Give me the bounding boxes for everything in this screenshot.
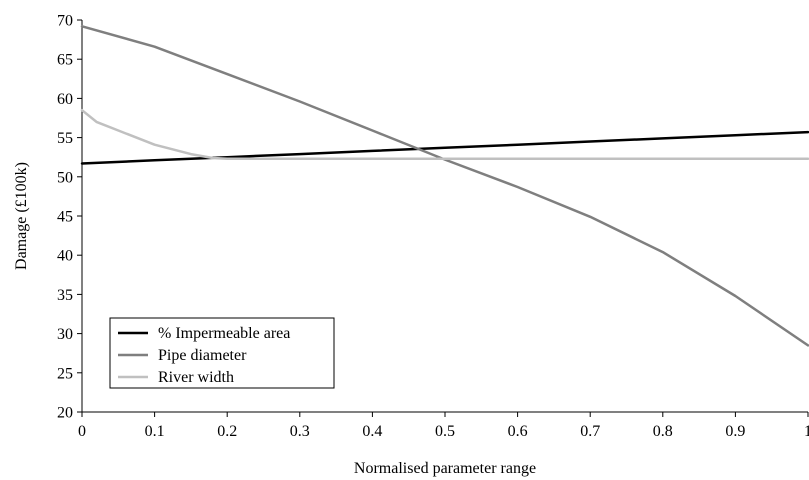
x-axis-title: Normalised parameter range (354, 460, 536, 477)
x-tick-label: 1 (804, 423, 809, 440)
x-tick-label: 0.1 (145, 423, 165, 440)
y-tick-label: 70 (57, 13, 73, 30)
series-line-3 (80, 108, 809, 161)
x-tick-label: 0.2 (217, 423, 237, 440)
y-tick-label: 40 (57, 248, 73, 265)
x-tick-label: 0.6 (508, 423, 528, 440)
y-tick-label: 50 (57, 169, 73, 186)
y-tick-label: 30 (57, 326, 73, 343)
y-tick-label: 20 (57, 405, 73, 422)
x-tick-label: 0 (78, 423, 86, 440)
x-tick-label: 0.4 (362, 423, 382, 440)
legend: % Impermeable area Pipe diameter River wid… (109, 317, 335, 389)
y-tick-label: 60 (57, 91, 73, 108)
x-tick-label: 0.3 (290, 423, 310, 440)
y-tick-label: 25 (57, 365, 73, 382)
series-layer (80, 25, 809, 347)
y-tick-label: 35 (57, 287, 73, 304)
x-tick-label: 0.7 (580, 423, 600, 440)
legend-label-2: Pipe diameter (158, 347, 247, 364)
y-tick-labels: 20 25 30 35 40 45 50 55 60 65 70 (57, 13, 73, 422)
y-tick-label: 65 (57, 52, 73, 69)
legend-label-3: River width (158, 369, 234, 386)
x-tick-labels: 0 0.1 0.2 0.3 0.4 0.5 0.6 0.7 0.8 0.9 1 (78, 423, 809, 440)
y-tick-label: 55 (57, 130, 73, 147)
x-tick-label: 0.5 (435, 423, 455, 440)
x-tick-label: 0.8 (653, 423, 673, 440)
axes (77, 19, 809, 417)
x-tick-label: 0.9 (725, 423, 745, 440)
series-line-1 (80, 130, 809, 165)
legend-label-1: % Impermeable area (158, 325, 290, 342)
y-axis-title: Damage (£100k) (13, 162, 30, 270)
series-line-2 (80, 25, 809, 347)
y-tick-label: 45 (57, 209, 73, 226)
